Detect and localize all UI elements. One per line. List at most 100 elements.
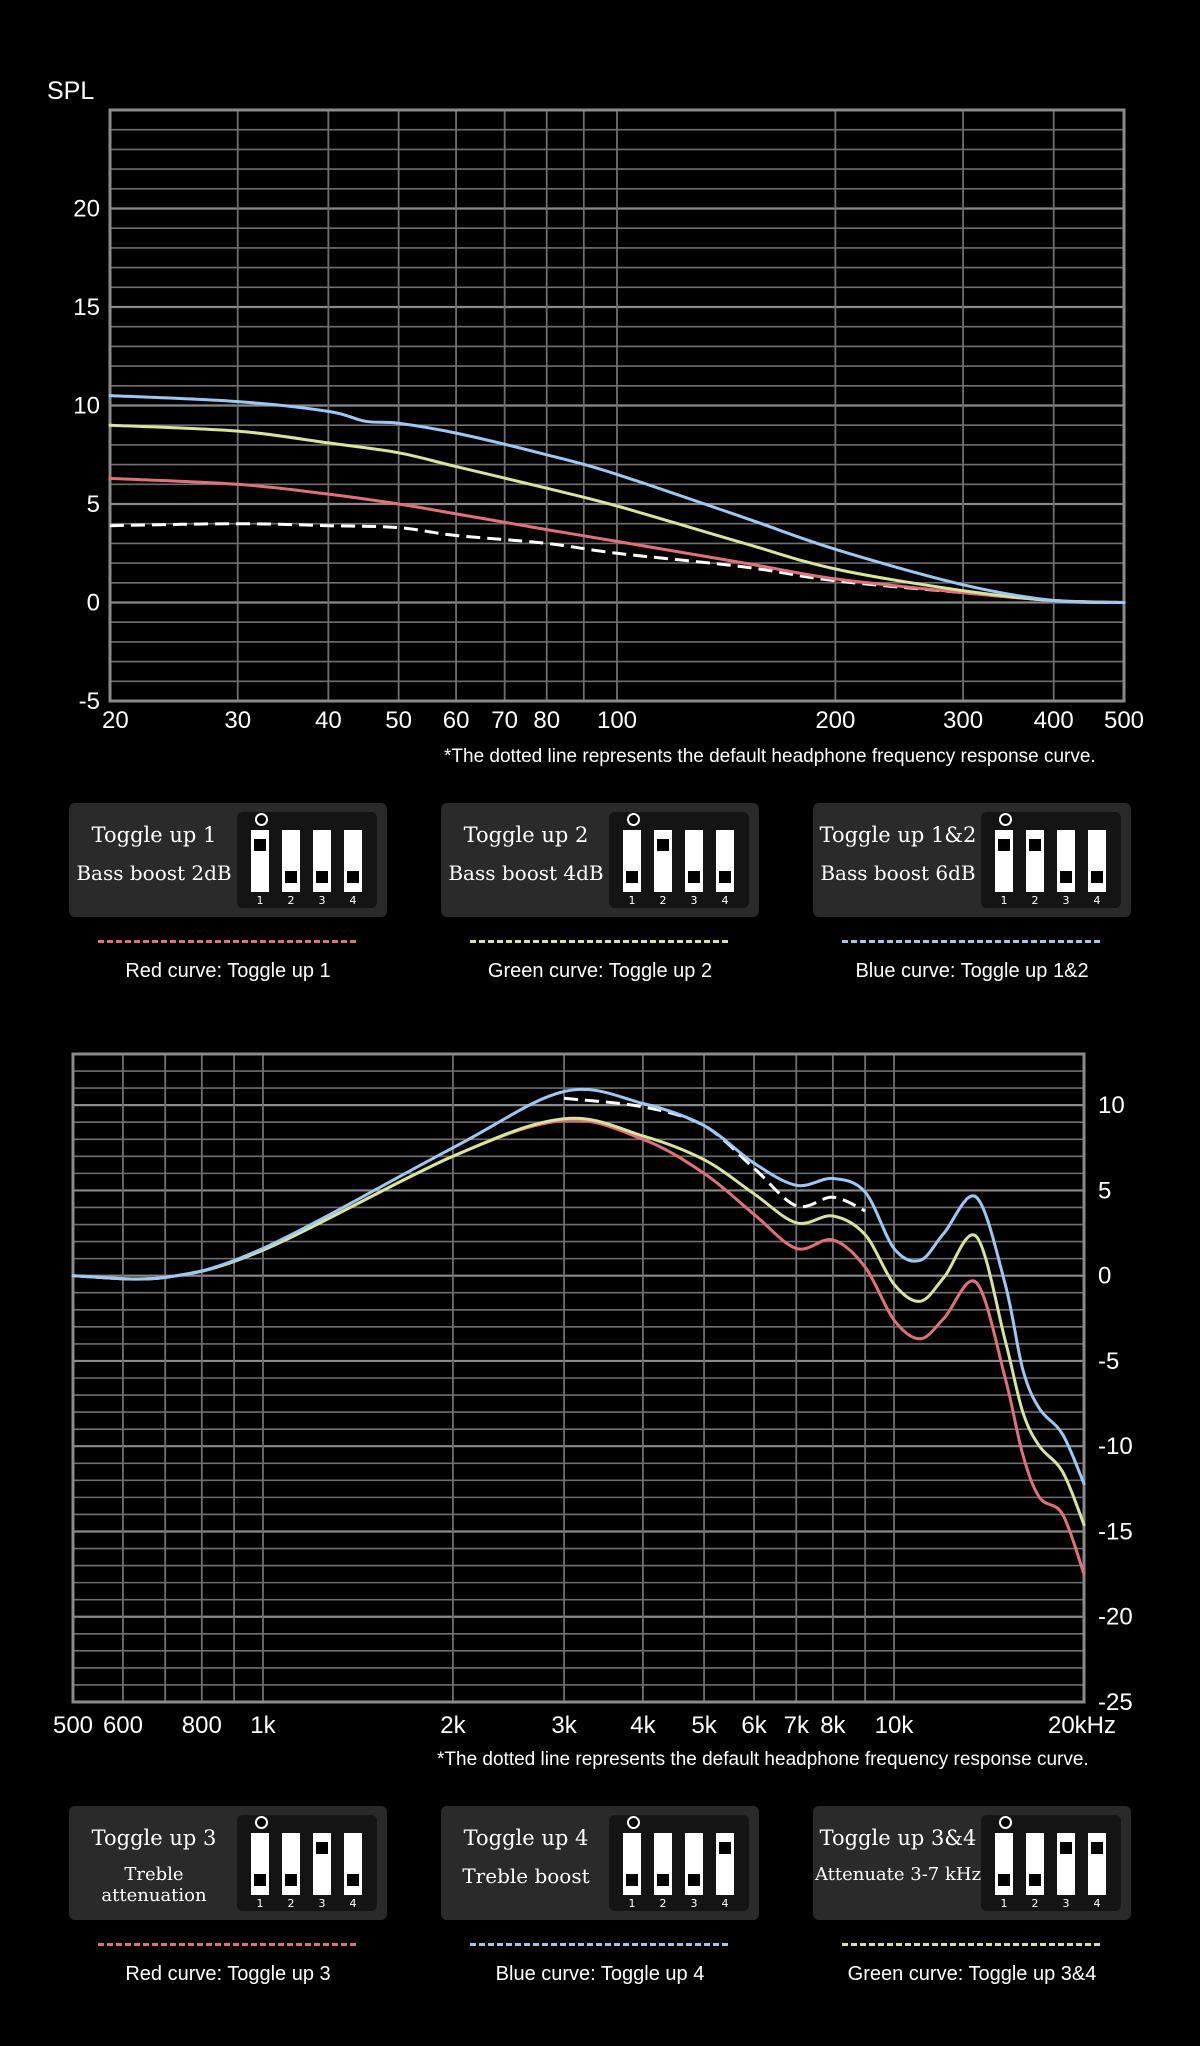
dip-switch-3 [313,830,331,892]
dip-switch-block: 1 2 3 4 [237,812,377,908]
switch-number: 2 [1031,1897,1039,1910]
dip-switch-4 [716,830,734,892]
series-line-3 [108,394,1126,605]
toggle-description: Treble attenuation [101,1864,207,1906]
x-tick-label: 80 [533,707,560,734]
switch-on-indicator-icon [627,813,640,826]
switch-knob [688,1874,700,1886]
dip-switch-2 [1026,830,1044,892]
dip-switch-1 [995,830,1013,892]
chart-note-bass: *The dotted line represents the default … [444,746,1096,767]
switch-on-indicator-icon [999,813,1012,826]
x-tick-label: 100 [597,707,637,734]
switch-number: 4 [1093,1897,1101,1910]
switch-knob [657,1874,669,1886]
switch-knob [316,1842,328,1854]
y-tick-label: 0 [87,590,100,617]
switch-number: 1 [256,1897,264,1910]
series-line-3 [71,1087,1086,1486]
toggle-title: Toggle up 1 [91,823,217,847]
dip-switch-3 [685,830,703,892]
bass-legend-caption: Green curve: Toggle up 2 [487,960,713,982]
toggle-description: Attenuate 3-7 kHz [814,1864,982,1885]
switch-knob [316,871,328,883]
switch-knob [1091,1842,1103,1854]
treble-legend-caption: Blue curve: Toggle up 4 [495,1963,705,1985]
switch-number: 3 [690,1897,698,1910]
switch-on-indicator-icon [255,813,268,826]
switch-number: 1 [628,1897,636,1910]
toggle-title: Toggle up 2 [463,823,589,847]
y-tick-label: -20 [1098,1604,1133,1631]
x-tick-label: 500 [1104,707,1144,734]
switch-on-indicator-icon [627,1816,640,1829]
bass-toggle-card: Toggle up 2 Bass boost 4dB 1 2 3 4 [441,803,759,917]
switch-number: 3 [1062,894,1070,907]
y-tick-label: -15 [1098,1518,1133,1545]
bass-legend-dash [470,940,728,943]
toggle-title: Toggle up 3&4 [819,1826,977,1850]
series-line-1 [108,476,1126,604]
series-line-2 [71,1116,1086,1527]
switch-knob [285,871,297,883]
y-tick-label: -10 [1098,1433,1133,1460]
y-axis-label: SPL [47,77,94,105]
switch-number: 3 [1062,1897,1070,1910]
dip-switch-1 [995,1833,1013,1895]
switch-knob [719,871,731,883]
y-tick-label: -5 [79,688,100,715]
x-tick-label: 40 [315,707,342,734]
switch-number: 3 [318,894,326,907]
switch-number: 4 [349,894,357,907]
switch-number: 2 [1031,894,1039,907]
toggle-title: Toggle up 4 [463,1826,589,1850]
horizontal-gridlines [73,1053,1084,1704]
switch-knob [626,871,638,883]
x-tick-label: 30 [224,707,251,734]
dip-switch-3 [1057,830,1075,892]
dip-switch-4 [716,1833,734,1895]
x-tick-label: 1k [250,1712,276,1739]
dip-switch-4 [344,1833,362,1895]
switch-knob [998,839,1010,851]
switch-knob [1060,1842,1072,1854]
toggle-title: Toggle up 3 [91,1826,217,1850]
plot-frame [71,1052,1086,1704]
toggle-title: Toggle up 1&2 [819,823,977,847]
y-tick-label: -5 [1098,1348,1119,1375]
dip-switch-4 [344,830,362,892]
treble-legend-dash [842,1943,1100,1946]
switch-number: 1 [1000,1897,1008,1910]
y-tick-label: 10 [1098,1092,1125,1119]
x-tick-label: 600 [103,1712,143,1739]
series-line-0 [563,1096,866,1213]
dip-switch-2 [654,830,672,892]
chart-note-treble: *The dotted line represents the default … [437,1749,1089,1770]
toggle-description: Bass boost 6dB [820,861,976,885]
dip-switch-2 [282,830,300,892]
x-tick-label: 5k [691,1712,717,1739]
switch-knob [719,1842,731,1854]
treble-legend-dash [98,1943,356,1946]
series-group [108,394,1126,605]
switch-knob [254,839,266,851]
switch-knob [688,871,700,883]
y-tick-label: 5 [87,491,100,518]
x-tick-label: 10k [875,1712,915,1739]
x-tick-label: 3k [551,1712,577,1739]
dip-switch-3 [1057,1833,1075,1895]
x-tick-label: 8k [820,1712,846,1739]
y-tick-label: 5 [1098,1177,1111,1204]
bass-toggle-card: Toggle up 1 Bass boost 2dB 1 2 3 4 [69,803,387,917]
x-tick-label: 200 [815,707,855,734]
vertical-gridlines [72,1054,1085,1702]
switch-number: 4 [721,1897,729,1910]
dip-switch-2 [1026,1833,1044,1895]
switch-on-indicator-icon [999,1816,1012,1829]
switch-number: 2 [287,894,295,907]
x-tick-label: 6k [741,1712,767,1739]
series-line-2 [108,423,1126,604]
series-line-1 [71,1118,1086,1576]
dip-switch-2 [282,1833,300,1895]
switch-number: 3 [318,1897,326,1910]
